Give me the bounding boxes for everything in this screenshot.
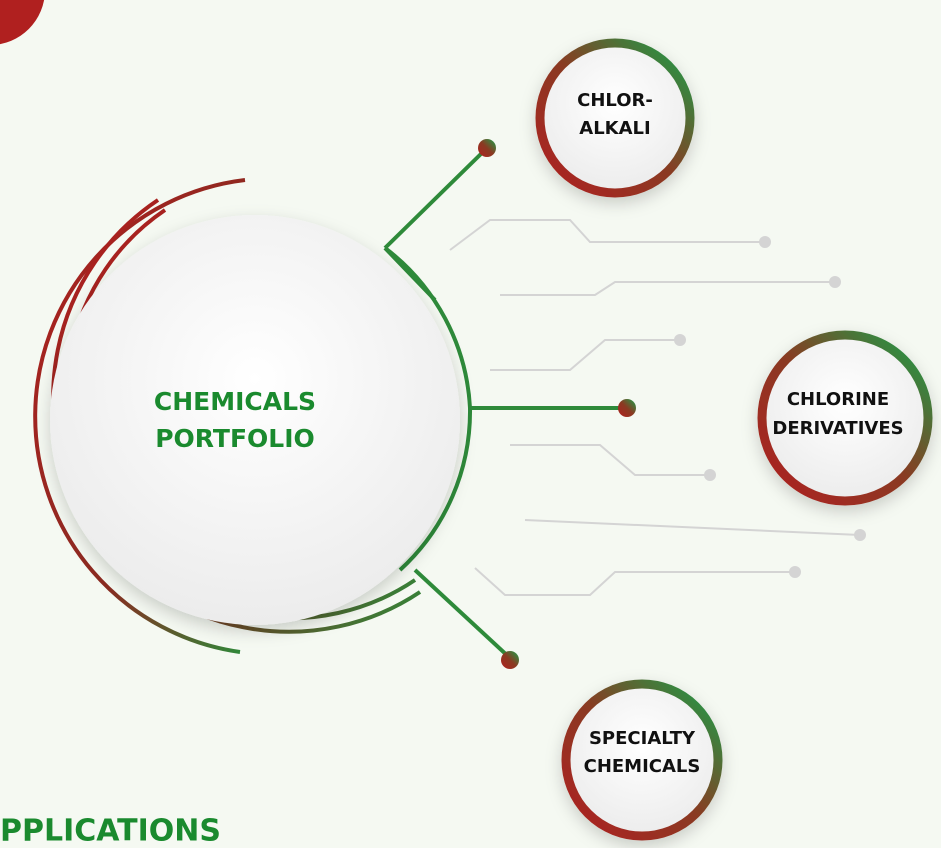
node: CHLOR- ALKALI	[535, 38, 695, 198]
node-circle	[561, 679, 723, 841]
node-circle	[535, 38, 695, 198]
center-label: PORTFOLIO	[155, 424, 315, 453]
node-label: CHLORINE	[787, 389, 889, 410]
corner-badge	[0, 0, 45, 45]
node-label: ALKALI	[579, 118, 650, 139]
node-label: CHEMICALS	[584, 756, 701, 777]
node-label: DERIVATIVES	[772, 418, 903, 439]
node-circle	[757, 330, 933, 506]
connector-dot	[501, 651, 519, 669]
node-label: SPECIALTY	[589, 728, 696, 749]
node: CHLORINE DERIVATIVES	[757, 330, 933, 506]
footer-title: PPLICATIONS	[0, 814, 221, 848]
decor-lines	[449, 219, 866, 596]
connectors	[383, 146, 625, 660]
center-circle	[50, 215, 460, 625]
center-label: CHEMICALS	[154, 387, 316, 416]
connector-dot	[478, 139, 496, 157]
connector-dot	[618, 399, 636, 417]
node: SPECIALTY CHEMICALS	[561, 679, 723, 841]
node-label: CHLOR-	[577, 90, 653, 111]
